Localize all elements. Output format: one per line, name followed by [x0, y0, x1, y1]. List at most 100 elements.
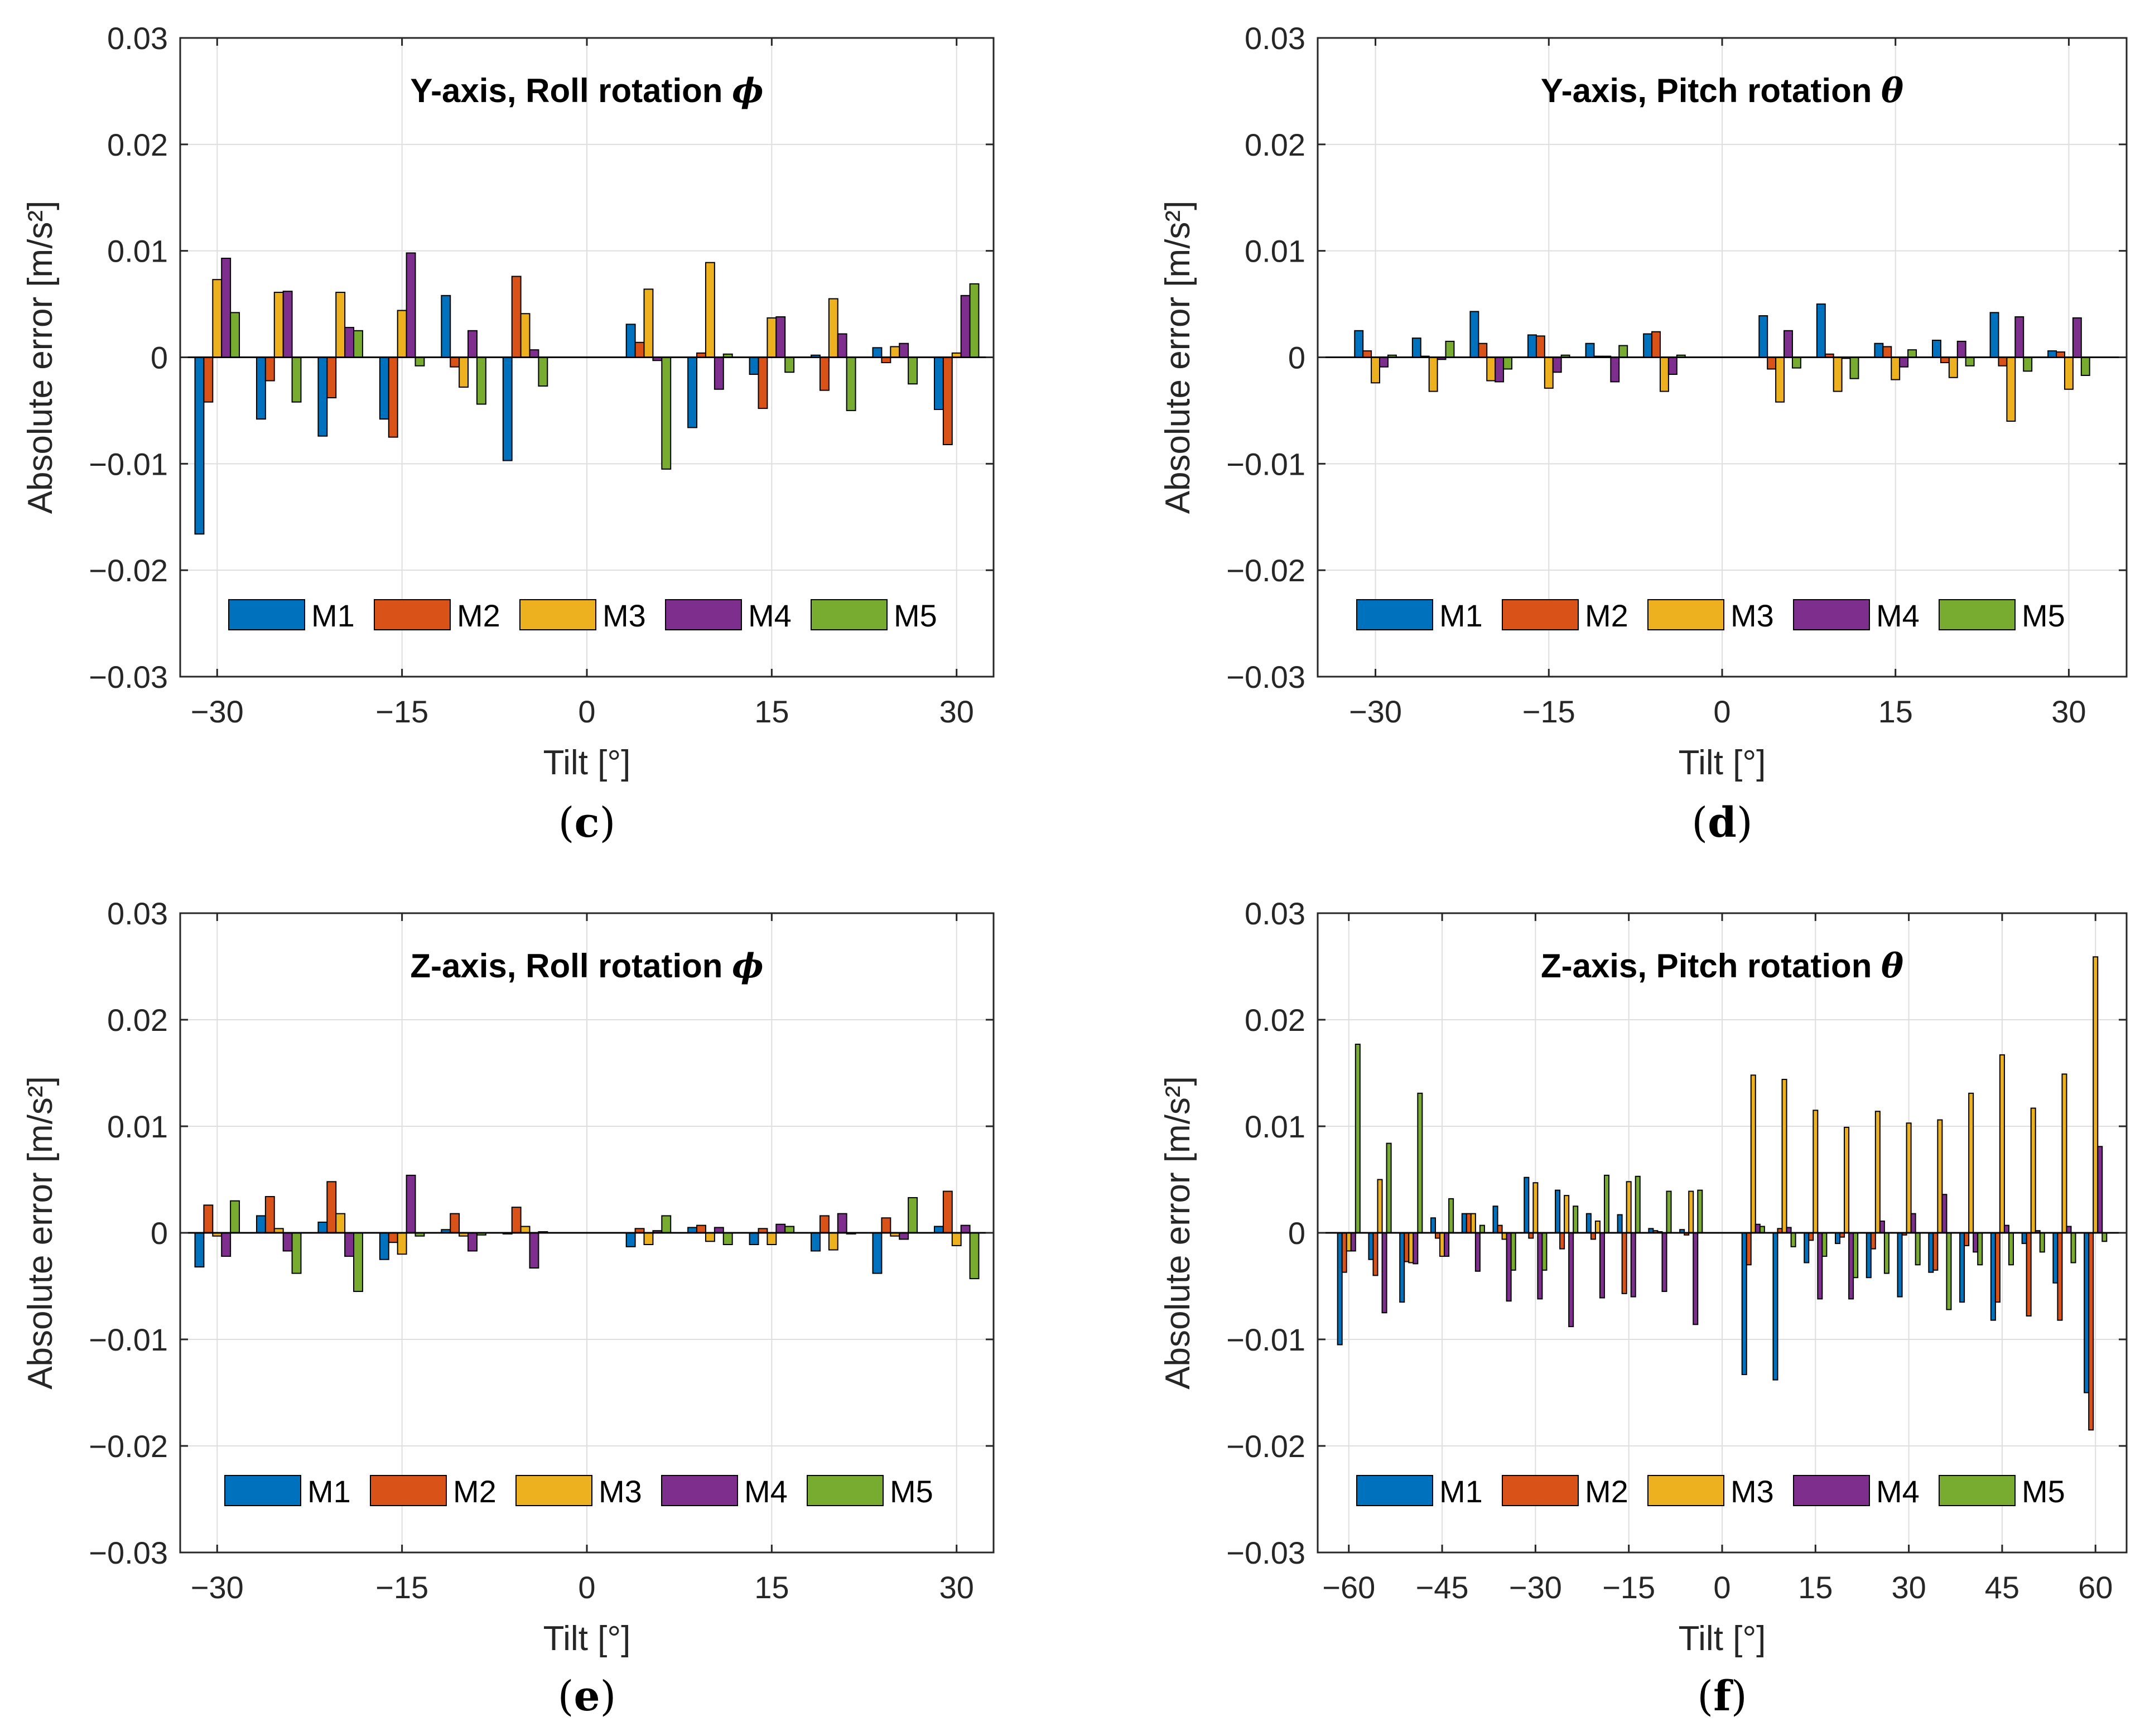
bar-m3	[2064, 356, 2074, 390]
bar-m1	[1816, 303, 1826, 358]
legend-label-m1: M1	[307, 1474, 351, 1509]
bar-m2	[1932, 1232, 1939, 1271]
x-tick-label: −30	[191, 1570, 244, 1605]
panel-caption: (d)	[1691, 799, 1753, 847]
legend-swatch-m4	[661, 1475, 738, 1506]
legend-swatch-m1	[228, 599, 305, 630]
bar-m3	[1906, 1122, 1912, 1234]
bar-m1	[1897, 1232, 1903, 1298]
x-tick-label: −15	[375, 1570, 428, 1605]
bar-m3	[520, 1226, 531, 1234]
bar-m4	[1381, 1232, 1387, 1314]
y-tick-label: 0.03	[107, 21, 168, 56]
bar-m1	[379, 356, 389, 420]
bar-m2	[1621, 1232, 1627, 1294]
legend-label-m4: M4	[748, 598, 792, 633]
bar-m3	[1439, 1232, 1445, 1257]
bar-m1	[256, 356, 266, 420]
y-tick-label: −0.02	[89, 553, 168, 588]
bar-m2	[264, 356, 275, 382]
bar-m5	[1791, 356, 1801, 369]
bar-m4	[1444, 1232, 1450, 1257]
panel-caption: (c)	[558, 799, 616, 847]
bar-m3	[2006, 356, 2016, 422]
y-tick-label: −0.03	[89, 1535, 168, 1570]
x-tick-label: 0	[578, 694, 595, 729]
chart-title-text: Z-axis, Pitch rotation	[1541, 947, 1881, 985]
bar-m1	[256, 1215, 266, 1233]
bar-m4	[899, 343, 909, 358]
bar-m4	[1413, 1232, 1419, 1265]
bar-m1	[1643, 333, 1653, 358]
bar-m5	[722, 1232, 733, 1246]
bar-m4	[1537, 1232, 1543, 1300]
legend-swatch-m4	[665, 599, 742, 630]
bar-m3	[1501, 1232, 1507, 1240]
bar-m4	[899, 1232, 909, 1240]
legend-swatch-m2	[370, 1475, 447, 1506]
bar-m1	[872, 1232, 883, 1274]
y-tick-label: 0.01	[1245, 234, 1305, 269]
bar-m3	[1626, 1181, 1632, 1234]
x-tick-label: 0	[1713, 694, 1731, 729]
y-tick-label: −0.02	[1226, 1429, 1305, 1464]
bar-m3	[828, 298, 838, 358]
bar-m2	[450, 1213, 460, 1234]
legend: M1 M2 M3 M4 M5	[228, 598, 937, 633]
y-tick-label: 0	[1288, 1216, 1305, 1251]
bar-m2	[942, 356, 953, 445]
bar-m4	[1568, 1232, 1574, 1328]
x-axis-label: Tilt [°]	[543, 744, 631, 782]
bar-m4	[2003, 1224, 2009, 1233]
bar-m2	[1478, 343, 1488, 358]
bar-m1	[933, 1226, 944, 1234]
bar-m4	[344, 1232, 355, 1257]
bar-m2	[1998, 356, 2008, 367]
legend-swatch-m5	[1939, 1475, 2016, 1506]
bar-m1	[1461, 1213, 1467, 1234]
bar-m2	[511, 1207, 522, 1233]
bar-m5	[1618, 345, 1628, 358]
bar-m1	[1874, 343, 1884, 358]
bar-m5	[2039, 1232, 2045, 1253]
bar-m2	[203, 1204, 214, 1234]
bar-m5	[1445, 340, 1455, 358]
bar-m2	[1559, 1232, 1565, 1250]
bar-m1	[1866, 1232, 1872, 1279]
bar-m1	[441, 295, 451, 358]
bar-m1	[1617, 1214, 1623, 1234]
bar-m4	[406, 252, 416, 358]
bar-m2	[1870, 1232, 1876, 1250]
bar-m1	[1990, 1232, 1996, 1321]
chart-title-text: Z-axis, Roll rotation	[410, 947, 732, 985]
legend-swatch-m5	[807, 1475, 884, 1506]
legend-label-m5: M5	[894, 598, 937, 633]
bar-m4	[221, 258, 232, 358]
bar-m4	[2072, 317, 2082, 358]
bar-m1	[502, 356, 513, 461]
legend-swatch-m5	[1939, 599, 2016, 630]
bar-m3	[212, 279, 223, 358]
bar-m2	[203, 356, 214, 403]
legend-label-m2: M2	[1585, 598, 1628, 633]
bar-m4	[467, 330, 478, 358]
bar-m4	[1754, 1223, 1761, 1233]
legend-label-m1: M1	[1439, 1474, 1483, 1509]
x-tick-label: 45	[1985, 1570, 2019, 1605]
legend-swatch-m1	[1356, 599, 1433, 630]
bar-m1	[1411, 337, 1421, 358]
bar-m3	[1813, 1110, 1819, 1233]
bar-m4	[1817, 1232, 1823, 1300]
chart-title-symbol: ϕ	[732, 947, 763, 986]
bar-m4	[960, 295, 971, 358]
bar-m1	[1928, 1232, 1934, 1273]
bar-m4	[1784, 330, 1793, 358]
y-tick-label: 0.01	[107, 1109, 168, 1144]
legend-label-m1: M1	[311, 598, 355, 633]
bar-m4	[1848, 1232, 1854, 1300]
panel-e: −30 −15 0 15 30 −0.03 −0.02 −0.01 0 0.01 0.02 0.03 T…	[21, 896, 995, 1720]
bar-m5	[1666, 1190, 1672, 1234]
bar-m4	[2014, 316, 2025, 358]
x-tick-label: −30	[1509, 1570, 1562, 1605]
